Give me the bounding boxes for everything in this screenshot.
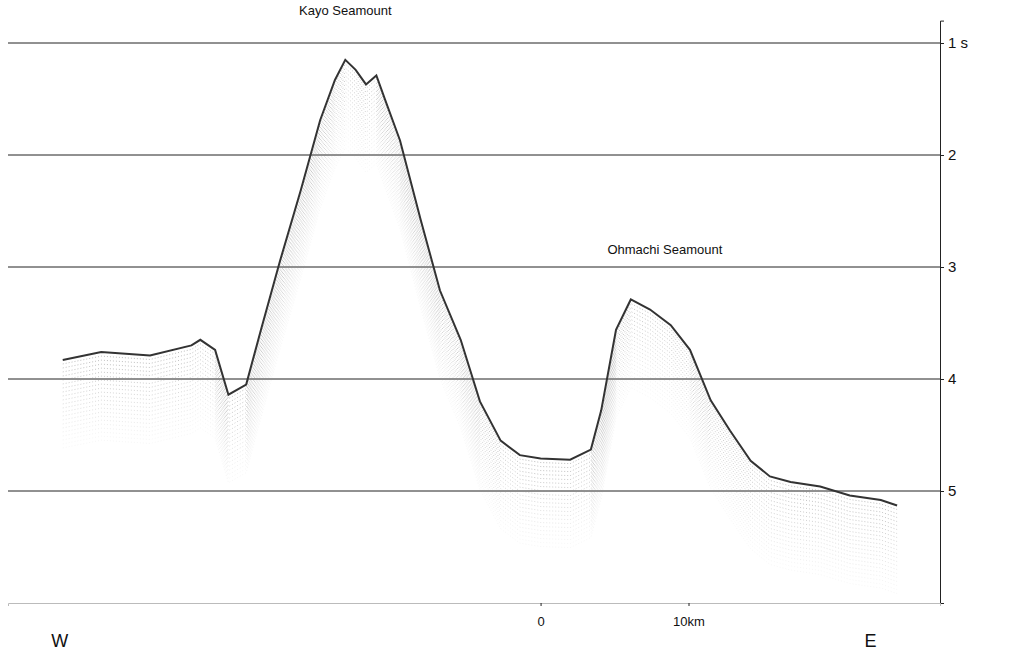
y-tick: 5 <box>940 482 956 499</box>
y-axis-line <box>941 21 945 603</box>
annotation-bg <box>47 629 72 652</box>
echo-line <box>63 84 897 530</box>
y-tick: 4 <box>940 370 956 387</box>
annotation-bg <box>295 1 396 20</box>
y-tick-mark <box>940 155 944 156</box>
y-tick: 2 <box>940 146 956 163</box>
grid-line <box>8 43 940 44</box>
echo-line <box>63 120 897 566</box>
y-tick-label: 1 s <box>948 34 968 51</box>
x-tick-label: 10km <box>673 614 705 629</box>
grid-line <box>8 155 940 156</box>
echo-line <box>63 136 897 582</box>
annotation-label: Ohmachi Seamount <box>607 242 722 257</box>
seafloor-profile <box>63 60 897 506</box>
annotation-bg <box>603 240 726 259</box>
echo-line <box>63 112 897 558</box>
chart: 1 s 2 3 4 5 0 10km Kayo Seamount Ohmachi Seamoun… <box>0 0 1011 652</box>
y-tick-label: 2 <box>948 146 956 163</box>
echo-line <box>63 64 897 510</box>
echo-line <box>63 88 897 534</box>
y-axis: 1 s 2 3 4 5 <box>940 21 968 603</box>
x-tick: 10km <box>673 603 705 629</box>
y-tick-mark <box>940 379 944 380</box>
x-tick: 0 <box>537 603 544 629</box>
x-axis: 0 10km <box>9 603 941 629</box>
y-tick: 1 s <box>940 34 968 51</box>
echo-line <box>63 128 897 574</box>
echo-line <box>63 80 897 526</box>
echo-line <box>63 100 897 546</box>
x-axis-line <box>9 604 941 607</box>
annotation: Ohmachi Seamount <box>603 240 726 259</box>
echo-line <box>63 140 897 586</box>
grid-line <box>8 267 940 268</box>
echo-line <box>63 96 897 542</box>
x-tick-mark <box>689 603 690 606</box>
echo-line <box>63 68 897 514</box>
y-tick: 3 <box>940 258 956 275</box>
y-tick-mark <box>940 43 944 44</box>
echo-line <box>63 116 897 562</box>
x-tick-label: 0 <box>537 614 544 629</box>
plot-area <box>63 60 897 594</box>
annotation: E <box>860 629 880 652</box>
direction-label: E <box>864 631 876 651</box>
echo-line <box>63 76 897 522</box>
direction-label: W <box>51 631 68 651</box>
echo-texture <box>63 64 897 594</box>
y-tick-label: 4 <box>948 370 956 387</box>
echo-line <box>63 148 897 594</box>
y-tick-label: 5 <box>948 482 956 499</box>
annotation-label: Kayo Seamount <box>299 3 392 18</box>
echo-line <box>63 144 897 590</box>
y-tick-mark <box>940 491 944 492</box>
echo-line <box>63 92 897 538</box>
y-tick-label: 3 <box>948 258 956 275</box>
annotations: Kayo Seamount Ohmachi Seamount W E <box>47 1 880 652</box>
annotation-bg <box>860 629 880 652</box>
annotation: Kayo Seamount <box>295 1 396 20</box>
echo-line <box>63 72 897 518</box>
y-tick-mark <box>940 267 944 268</box>
annotation: W <box>47 629 72 652</box>
echo-line <box>63 104 897 550</box>
echo-line <box>63 108 897 554</box>
x-tick-mark <box>541 603 542 606</box>
echo-line <box>63 132 897 578</box>
